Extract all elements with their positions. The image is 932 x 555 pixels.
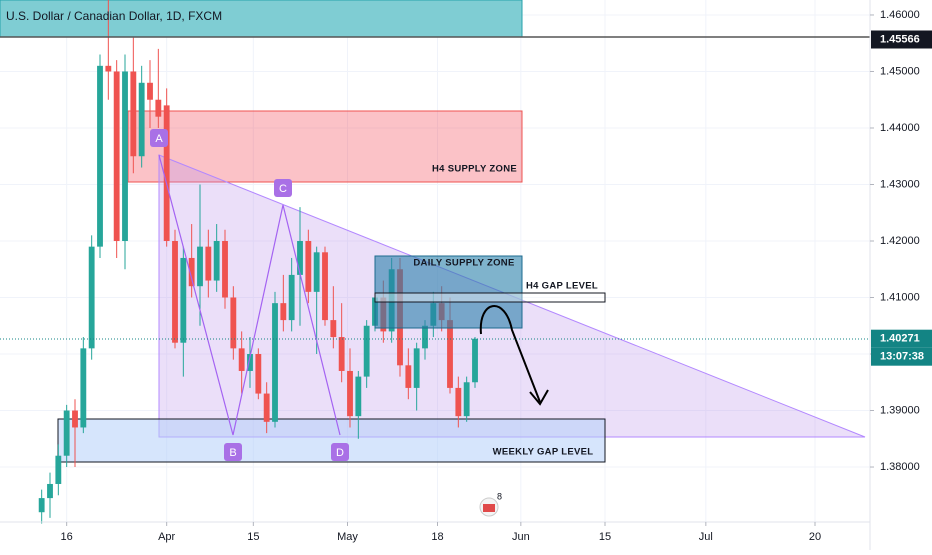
x-tick-label: 16 (61, 531, 73, 543)
candle-body (172, 240, 178, 343)
candle-body (305, 240, 312, 292)
candle-body (105, 65, 112, 72)
countdown: 13:07:38 (880, 351, 924, 363)
candle-body (47, 483, 53, 499)
point-label: A (155, 133, 163, 145)
y-tick-label: 1.43000 (880, 178, 920, 190)
x-tick-label: Jul (699, 531, 713, 543)
point-badge (274, 179, 292, 197)
candle-body (230, 297, 237, 349)
h4-gap-zone (374, 292, 606, 303)
arrow (479, 305, 541, 403)
y-tick-label: 1.45000 (880, 65, 920, 77)
point-label: D (336, 447, 344, 459)
candle-body (97, 65, 103, 247)
candle-body (88, 246, 95, 349)
candle-body (263, 393, 270, 422)
x-tick-label: Apr (158, 531, 175, 543)
candle-body (38, 498, 45, 513)
y-tick-label: 1.38000 (880, 461, 920, 473)
x-tick-label: Jun (512, 531, 530, 543)
candle-body (180, 257, 187, 343)
candle-body (288, 274, 295, 321)
flag (483, 504, 495, 512)
candle-body (355, 376, 362, 417)
x-tick-label: May (337, 531, 358, 543)
candle-body (297, 240, 303, 275)
candle-body (55, 455, 62, 484)
candle-body (455, 387, 462, 417)
candle-body (147, 82, 153, 100)
label: H4 SUPPLY ZONE (432, 164, 517, 175)
price-marker-label: 1.40271 (880, 333, 920, 345)
candle-body (63, 410, 70, 456)
y-tick-label: 1.39000 (880, 404, 920, 416)
candle-body (405, 365, 412, 388)
candle-body (447, 320, 453, 388)
candle-body (163, 105, 170, 241)
countdown-box (871, 347, 932, 366)
price-marker (871, 329, 932, 348)
candle-body (322, 252, 328, 321)
x-tick-label: 18 (431, 531, 443, 543)
candle-body (413, 348, 420, 388)
candle-body (247, 354, 253, 371)
candle-body (238, 348, 245, 371)
candle-body (313, 252, 320, 292)
label: WEEKLY GAP LEVEL (493, 447, 594, 458)
candle-body (222, 240, 228, 298)
daily-supply-zone (374, 255, 523, 329)
candle-body (463, 382, 470, 417)
candle-body (113, 71, 120, 241)
h4-supply-zone (127, 110, 523, 183)
point-label: C (279, 183, 287, 195)
candle-body (280, 303, 287, 321)
chart-title: U.S. Dollar / Canadian Dollar, 1D, FXCM (6, 9, 222, 23)
badge: 8 (497, 491, 502, 501)
candle-body (205, 246, 212, 281)
candle-body (122, 71, 128, 241)
arrow-head (529, 389, 549, 406)
candle-body (255, 354, 262, 394)
point-badge (331, 443, 349, 461)
x-tick-label: 20 (809, 531, 821, 543)
y-tick-label: 1.41000 (880, 291, 920, 303)
y-tick-label: 1.46000 (880, 9, 920, 21)
candles (38, 0, 478, 524)
candle-body (130, 71, 137, 157)
label: H4 GAP LEVEL (526, 281, 598, 292)
candle-body (138, 82, 145, 157)
x-tick-label: 15 (247, 531, 259, 543)
candle-body (363, 325, 370, 377)
candle-body (80, 348, 87, 428)
candle-body (330, 320, 337, 338)
y-tick-label: 1.42000 (880, 235, 920, 247)
candle-body (272, 303, 278, 422)
candle-body (213, 240, 220, 281)
y-tick-label: 1.44000 (880, 122, 920, 134)
point-badge (150, 129, 168, 147)
abcd-line (158, 154, 341, 436)
candle-body (155, 99, 162, 117)
candle-body (338, 337, 345, 371)
candle-body (197, 246, 203, 287)
point-badge (224, 443, 242, 461)
candle-body (422, 325, 428, 349)
x-tick-label: 15 (599, 531, 611, 543)
candle-body (472, 338, 478, 383)
point-label: B (229, 447, 236, 459)
candle-body (347, 370, 353, 417)
price-marker (871, 30, 932, 49)
candle-body (72, 410, 78, 428)
price-marker-label: 1.45566 (880, 33, 920, 45)
candle-body (188, 257, 195, 287)
label: DAILY SUPPLY ZONE (413, 258, 514, 269)
